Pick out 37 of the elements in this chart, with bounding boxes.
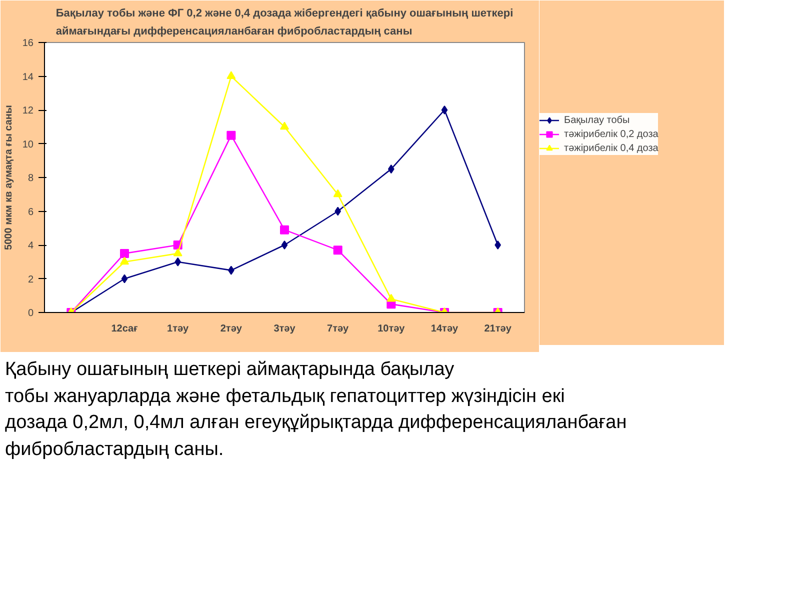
point bbox=[173, 248, 182, 256]
y-tick-label: 4 bbox=[28, 240, 34, 252]
x-tick-label: 7тәу bbox=[327, 324, 350, 334]
point bbox=[226, 130, 236, 140]
point bbox=[281, 240, 288, 250]
y-tick-label: 12 bbox=[22, 106, 34, 116]
x-tick-label: 21тәу bbox=[484, 324, 512, 334]
x-tick-label: 1тәу bbox=[167, 324, 190, 334]
point bbox=[120, 256, 129, 265]
x-tick-label: 14тәу bbox=[430, 324, 459, 334]
point bbox=[280, 122, 289, 130]
x-tick-label: 10тәу bbox=[378, 324, 406, 334]
point bbox=[494, 240, 501, 250]
point bbox=[120, 248, 129, 258]
y-axis-title: 5000 мкм кв аумақта ғы саны bbox=[3, 105, 14, 250]
point bbox=[333, 189, 342, 198]
legend-label: тәжірибелік 0,2 доза bbox=[564, 128, 658, 141]
point bbox=[333, 246, 342, 255]
y-tick-label: 8 bbox=[28, 173, 34, 184]
point bbox=[386, 294, 396, 302]
y-tick-label: 2 bbox=[28, 274, 34, 286]
point bbox=[121, 274, 128, 284]
y-tick-label: 16 bbox=[22, 38, 34, 49]
y-tick-label: 6 bbox=[28, 206, 34, 218]
y-tick-label: 14 bbox=[22, 72, 34, 83]
legend-label: Бақылау тобы bbox=[564, 114, 630, 127]
y-tick-label: 0 bbox=[28, 308, 34, 319]
x-tick-label: 2тәу bbox=[220, 324, 242, 334]
x-tick-label: 12сағ bbox=[111, 324, 138, 334]
point bbox=[441, 106, 448, 114]
legend-label: тәжірибелік 0,4 доза bbox=[564, 142, 658, 155]
text: Қабыну ошағының шеткері аймақтарында бақылау тобы жануарларда және фетальдық гепатоциттер жүзіндісін екі дозада 0,2мл, 0,4мл алған егеуқұйрықтарда дифференсацияланбаған фибробластардың саны. bbox=[5, 358, 627, 462]
point bbox=[280, 225, 289, 234]
point bbox=[226, 71, 236, 80]
chart-title: Бақылау тобы және ФГ 0,2 және 0,4 дозада жібергендегі қабыну ошағының шеткері аймағындағы дифференсацияланбаған фибробластардың саны bbox=[56, 8, 514, 38]
x-tick-label: 3тәу bbox=[274, 324, 296, 334]
y-tick-label: 10 bbox=[22, 139, 34, 150]
